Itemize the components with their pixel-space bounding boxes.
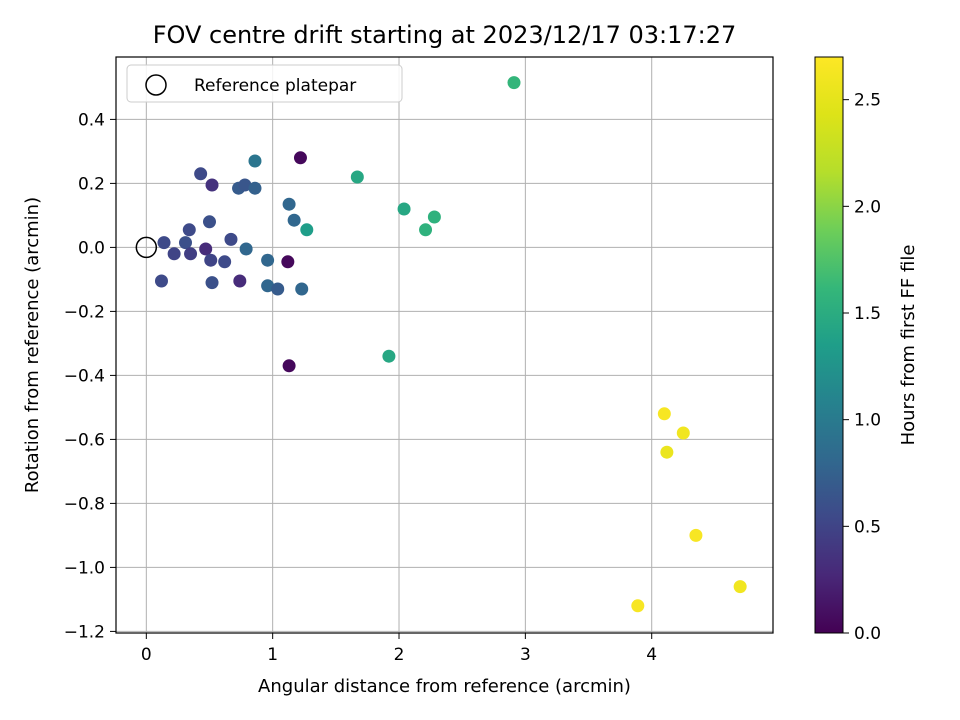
scatter-point [293,151,307,165]
scatter-point [194,167,208,181]
scatter-point [733,580,747,594]
scatter-point [631,599,645,613]
scatter-point [224,232,238,246]
plot-frame [115,56,774,634]
scatter-point [184,247,198,261]
colorbar-tick-label: 2.5 [854,91,881,111]
scatter-point [154,274,168,288]
scatter-point [218,255,232,269]
scatter-point [282,197,296,211]
scatter-point [271,282,285,296]
scatter-point [660,445,674,459]
scatter-point [239,242,253,256]
colorbar-label: Hours from first FF file [898,245,919,446]
y-tick-label: 0.2 [78,174,105,194]
x-tick-label: 2 [394,645,405,665]
y-axis-ticks: −1.2 −1.0 −0.8 −0.6 −0.4 −0.2 0.0 0.2 0.4 [64,110,116,642]
scatter-point [382,349,396,363]
scatter-point [261,253,275,267]
x-tick-label: 0 [141,645,152,665]
y-tick-label: 0.4 [78,110,105,130]
x-tick-label: 3 [520,645,531,665]
colorbar-tick-label: 1.0 [854,411,881,431]
legend-label: Reference platepar [194,76,356,96]
y-tick-label: −1.2 [64,622,105,642]
scatter-point [261,279,275,293]
scatter-point [205,178,219,192]
colorbar-tick-label: 1.5 [854,304,881,324]
scatter-point [397,202,411,216]
x-axis-label: Angular distance from reference (arcmin) [258,676,631,697]
scatter-point [676,426,690,440]
scatter-points [154,76,747,613]
y-tick-label: −0.8 [64,494,105,514]
scatter-point [205,276,219,290]
y-tick-label: −0.6 [64,430,105,450]
scatter-point [178,236,192,250]
colorbar-tick-label: 2.0 [854,197,881,217]
legend-marker [145,74,167,96]
grid [116,57,773,633]
y-axis-label: Rotation from reference (arcmin) [22,197,43,493]
colorbar-ticks: 0.0 0.5 1.0 1.5 2.0 2.5 [843,91,881,644]
legend-box [126,64,403,103]
scatter-point [204,253,218,267]
scatter-point [689,528,703,542]
y-tick-label: −1.0 [64,558,105,578]
colorbar-tick-label: 0.5 [854,517,881,537]
legend: Reference platepar [126,64,403,103]
scatter-point [427,210,441,224]
scatter-point [300,223,314,237]
colorbar-tick-label: 0.0 [854,624,881,644]
x-tick-label: 1 [267,645,278,665]
chart-title: FOV centre drift starting at 2023/12/17 … [153,21,737,49]
colorbar [814,56,844,634]
scatter-point [281,255,295,269]
scatter-point [182,223,196,237]
scatter-point [282,359,296,373]
scatter-point [287,213,301,227]
scatter-point [248,154,262,168]
scatter-point [295,282,309,296]
scatter-point [350,170,364,184]
scatter-point [202,215,216,229]
y-tick-label: −0.2 [64,302,105,322]
scatter-point [157,236,171,250]
y-tick-label: −0.4 [64,366,105,386]
x-tick-label: 4 [646,645,657,665]
scatter-point [248,181,262,195]
scatter-point [657,407,671,421]
y-tick-label: 0.0 [78,238,105,258]
scatter-point [167,247,181,261]
scatter-point [419,223,433,237]
x-axis-ticks: 0 1 2 3 4 [141,633,657,665]
scatter-point [199,242,213,256]
reference-platepar-marker [135,236,158,259]
scatter-point [507,76,521,90]
scatter-point [233,274,247,288]
scatter-point [238,178,252,192]
